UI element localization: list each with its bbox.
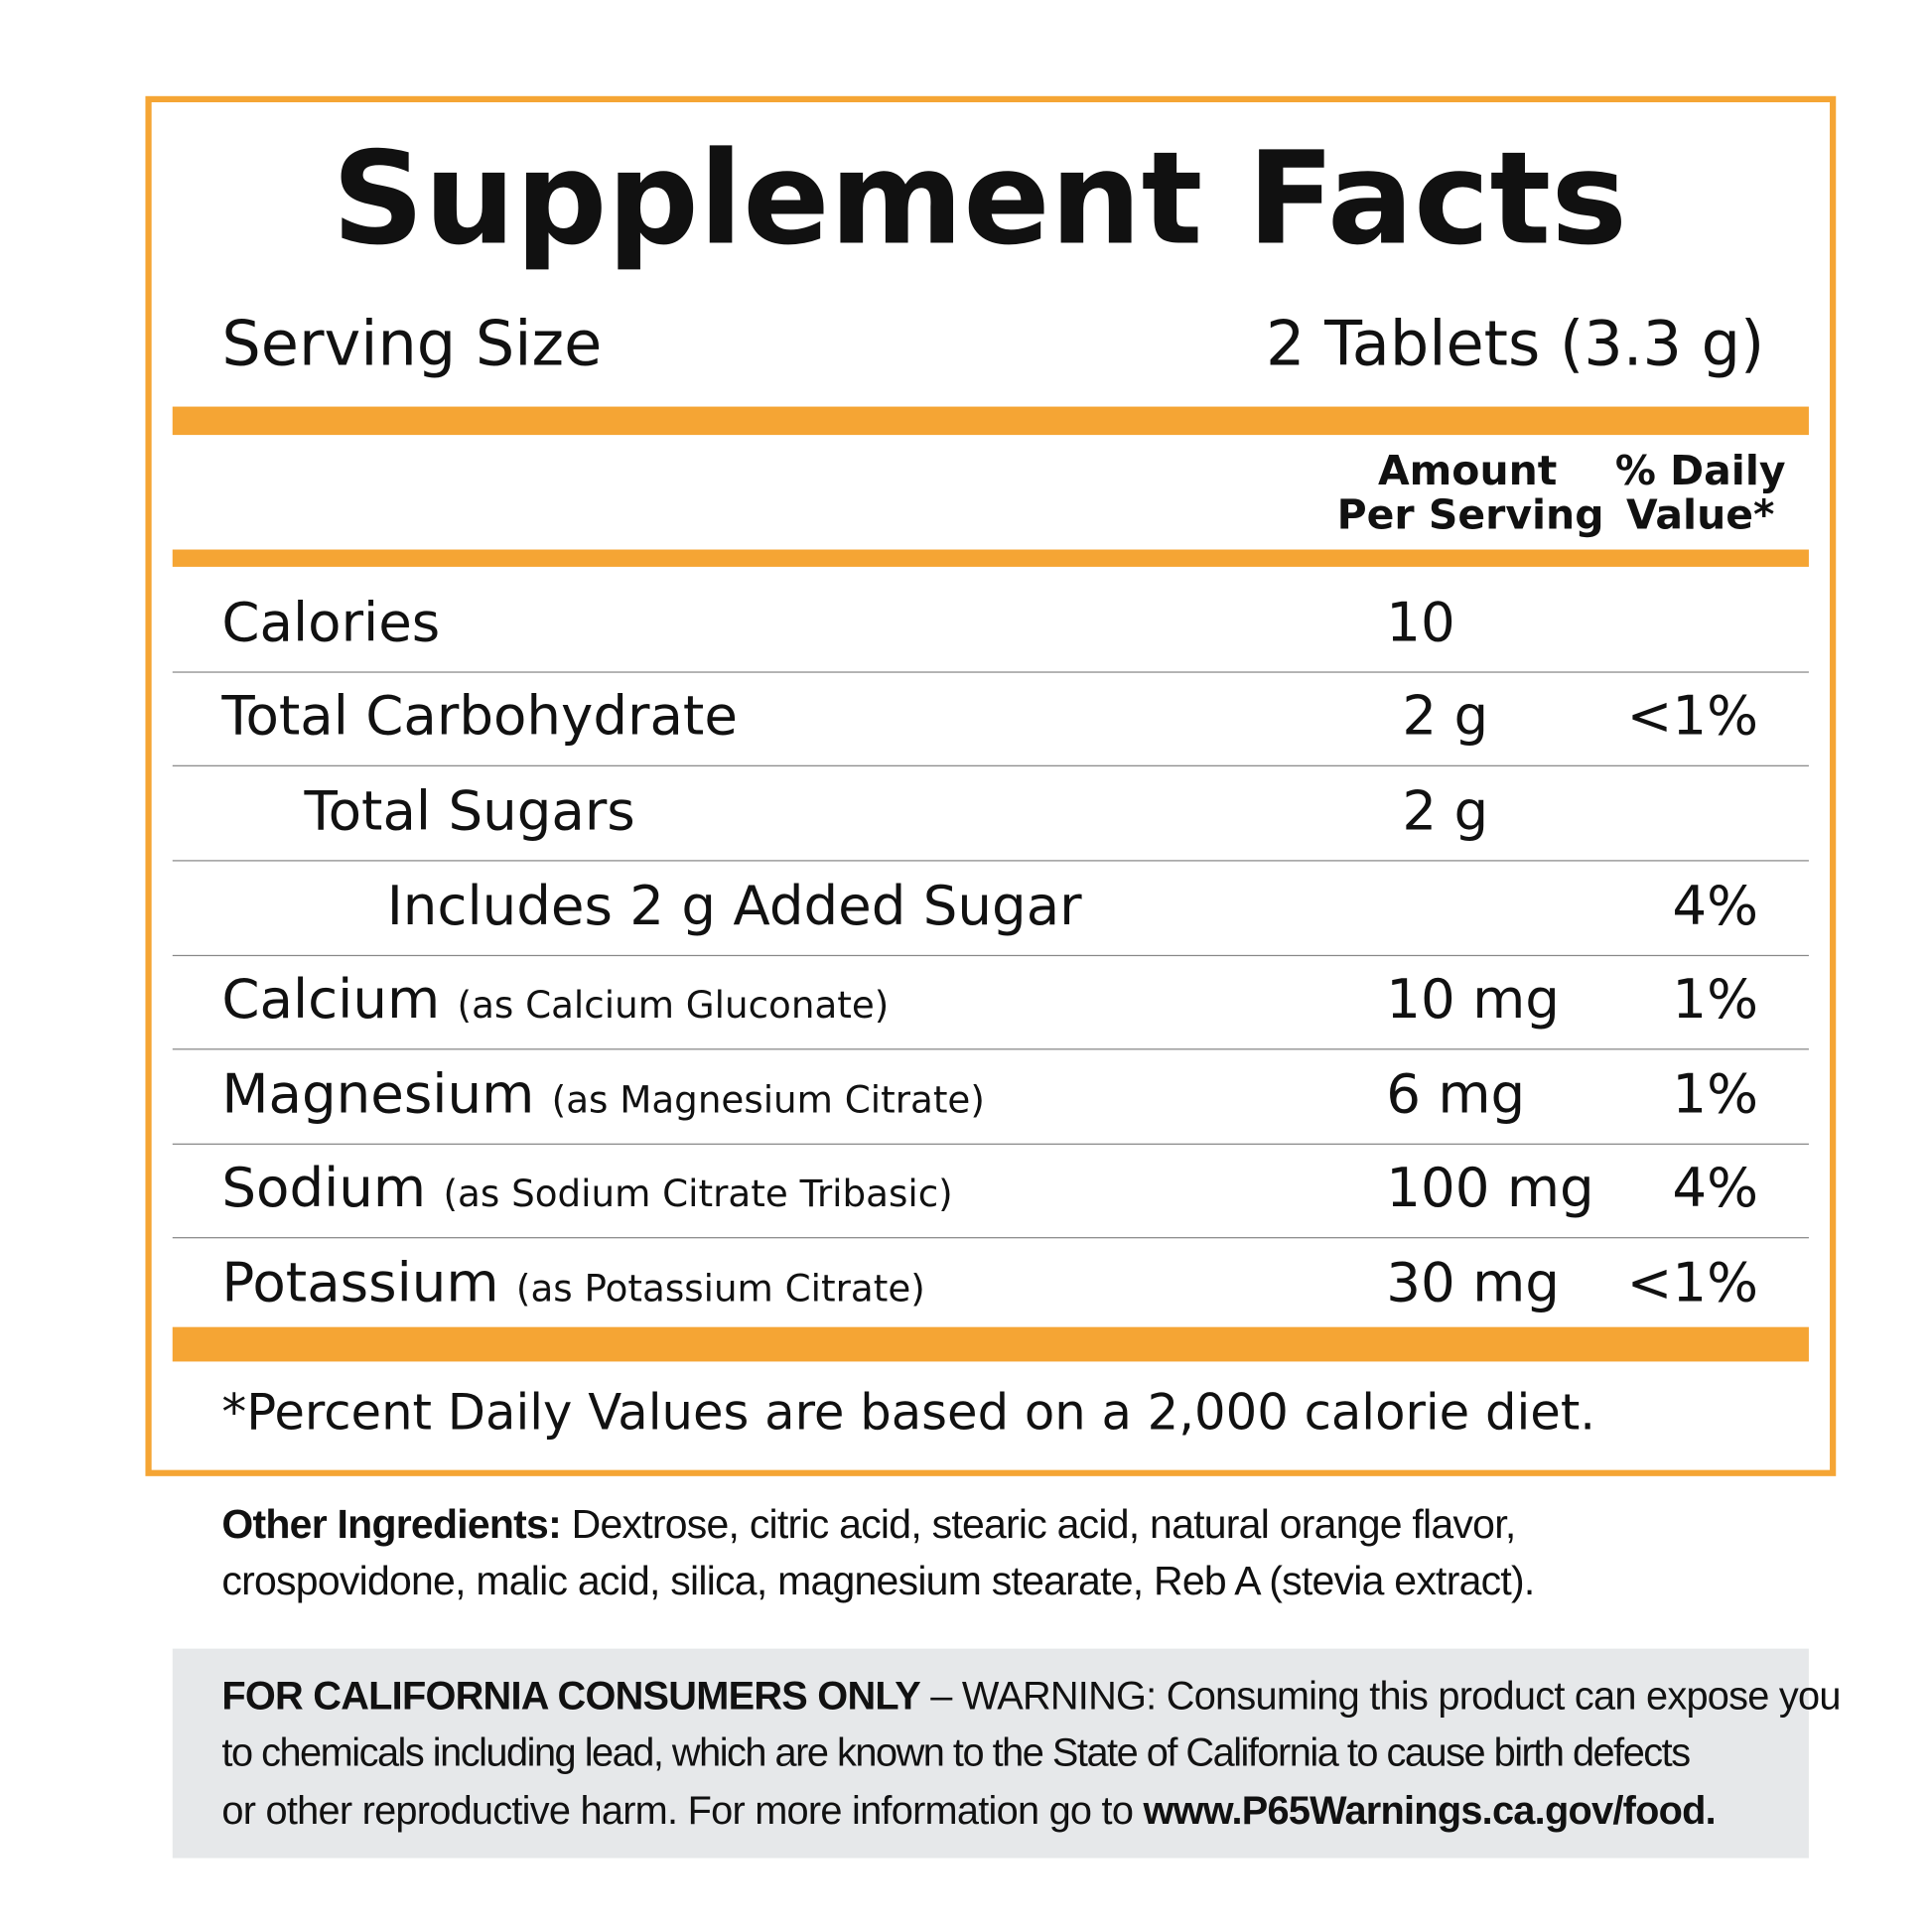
nutrient-source: (as Sodium Citrate Tribasic) [443,1173,953,1216]
nutrient-name: Sodium [221,1157,427,1220]
row-divider [172,954,1809,957]
nutrient-row: Calories [221,592,440,654]
nutrient-row: Total Sugars [305,780,635,843]
nutrient-row: Includes 2 g Added Sugar [387,875,1082,937]
prop65-warning-box [172,1648,1809,1859]
other-ingredients-line1: Other Ingredients: Dextrose, citric acid… [221,1500,1517,1548]
nutrient-row: Magnesium (as Magnesium Citrate) [221,1063,984,1126]
nutrient-source: (as Calcium Gluconate) [457,984,890,1029]
row-divider [172,1237,1809,1239]
divider-thick [172,406,1809,436]
row-divider [172,671,1809,673]
warning-line2: to chemicals including lead, which are k… [221,1729,1691,1775]
nutrient-source: (as Magnesium Citrate) [551,1079,985,1123]
nutrient-row: Total Carbohydrate [221,685,738,748]
row-divider [172,860,1809,862]
warning-line3: or other reproductive harm. For more inf… [221,1788,1716,1834]
warning-text3: or other reproductive harm. For more inf… [221,1787,1144,1833]
nutrient-amount: 10 [1386,591,1455,655]
amount-header-line1: Amount [1377,446,1558,494]
nutrient-row: Calcium (as Calcium Gluconate) [221,969,889,1032]
divider-medium [172,549,1809,567]
nutrient-daily-value: 4% [1672,1157,1759,1220]
nutrient-name: Calories [221,591,441,655]
nutrient-row: Potassium (as Potassium Citrate) [221,1252,924,1314]
nutrient-daily-value: <1% [1626,1251,1759,1315]
amount-header: Amount Per Serving [1336,446,1604,539]
nutrient-name: Magnesium [221,1063,535,1127]
serving-size-value: 2 Tablets (3.3 g) [1265,308,1765,380]
row-divider [172,1048,1809,1050]
nutrient-daily-value: 1% [1672,968,1759,1032]
nutrient-daily-value: <1% [1626,685,1759,749]
nutrient-daily-value: 1% [1672,1063,1759,1127]
other-ingredients-line2: crospovidone, malic acid, silica, magnes… [221,1557,1535,1603]
warning-text1: – WARNING: Consuming this product can ex… [920,1673,1841,1719]
nutrient-amount: 6 mg [1386,1063,1526,1127]
warning-label: FOR CALIFORNIA CONSUMERS ONLY [221,1673,921,1719]
nutrient-name: Includes 2 g Added Sugar [386,875,1082,938]
divider-thick-bottom [172,1326,1809,1362]
other-ingredients-label: Other Ingredients: [221,1500,561,1547]
warning-line1: FOR CALIFORNIA CONSUMERS ONLY – WARNING:… [221,1673,1841,1719]
nutrient-source: (as Potassium Citrate) [515,1268,925,1311]
facts-panel-border [145,95,1837,1476]
row-divider [172,1143,1809,1145]
daily-value-header: % Daily Value* [1608,446,1793,539]
nutrient-amount: 100 mg [1386,1157,1594,1220]
nutrient-name: Total Sugars [304,779,635,843]
nutrient-name: Calcium [221,968,441,1032]
amount-header-line2: Per Serving [1336,489,1604,539]
daily-value-footnote: *Percent Daily Values are based on a 2,0… [221,1384,1596,1443]
nutrient-amount: 10 mg [1386,968,1560,1032]
p65-warnings-link[interactable]: www.P65Warnings.ca.gov/food. [1143,1787,1716,1833]
nutrient-daily-value: 4% [1672,875,1759,938]
other-ingredients-text1: Dextrose, citric acid, stearic acid, nat… [560,1500,1517,1547]
dv-header-line2: Value* [1625,489,1775,539]
nutrient-row: Sodium (as Sodium Citrate Tribasic) [221,1157,952,1219]
nutrient-amount: 2 g [1402,685,1489,749]
nutrient-amount: 30 mg [1386,1251,1560,1315]
panel-title: Supplement Facts [332,123,1628,274]
serving-size-label: Serving Size [221,308,603,380]
nutrient-name: Total Carbohydrate [221,685,738,749]
dv-header-line1: % Daily [1614,446,1786,494]
nutrient-name: Potassium [221,1251,499,1315]
row-divider [172,764,1809,766]
nutrient-amount: 2 g [1402,779,1489,843]
